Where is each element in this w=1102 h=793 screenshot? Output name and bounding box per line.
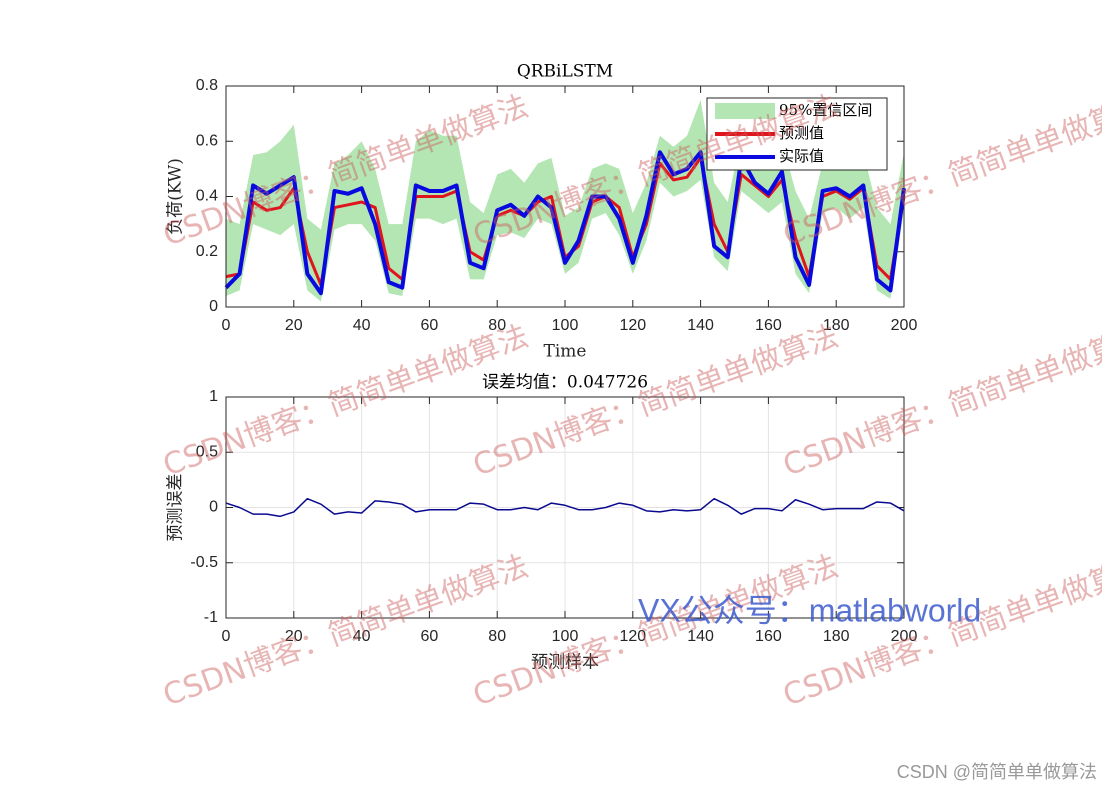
x-tick-label: 160	[755, 628, 782, 645]
x-tick-label: 40	[353, 317, 371, 334]
x-tick-label: 80	[488, 628, 506, 645]
x-tick-label: 140	[687, 317, 714, 334]
footer-credit: CSDN @简简单单做算法	[897, 762, 1097, 782]
y-tick-label: 0.8	[196, 77, 218, 94]
x-tick-label: 100	[552, 628, 579, 645]
y-tick-label: -0.5	[190, 554, 218, 571]
series-line	[224, 150, 906, 296]
x-tick-label: 0	[222, 317, 231, 334]
legend-label: 预测值	[779, 124, 824, 142]
y-tick-label: 0.5	[196, 443, 218, 460]
watermark-wechat: VX公众号：matlabworld	[638, 592, 981, 628]
y-tick-label: 0.2	[196, 243, 218, 260]
legend-label: 95%置信区间	[779, 101, 872, 119]
y-tick-label: 0	[209, 298, 218, 315]
axes-box	[225, 396, 905, 619]
x-tick-label: 0	[222, 628, 231, 645]
series-line	[225, 497, 905, 518]
chart-title: 误差均值：0.047726	[482, 373, 648, 393]
y-tick-label: -1	[204, 609, 218, 626]
confidence-band	[226, 99, 904, 302]
y-tick-label: 0.6	[196, 132, 218, 149]
x-tick-label: 20	[285, 317, 303, 334]
x-tick-label: 120	[619, 628, 646, 645]
legend-label: 实际值	[779, 147, 824, 165]
x-tick-label: 20	[285, 628, 303, 645]
x-tick-label: 180	[823, 317, 850, 334]
x-tick-label: 60	[421, 317, 439, 334]
x-tick-label: 100	[552, 317, 579, 334]
y-axis-label: 负荷(KW)	[166, 158, 186, 235]
x-tick-label: 200	[891, 317, 918, 334]
x-tick-label: 160	[755, 317, 782, 334]
x-tick-label: 180	[823, 628, 850, 645]
x-tick-label: 60	[421, 628, 439, 645]
y-tick-label: 0.4	[196, 188, 218, 205]
legend-swatch	[715, 103, 775, 119]
x-tick-label: 80	[488, 317, 506, 334]
y-axis-label: 预测误差	[166, 474, 186, 542]
x-tick-label: 120	[619, 317, 646, 334]
y-tick-label: 0	[209, 499, 218, 516]
x-axis-label: Time	[544, 342, 587, 362]
axes-box	[225, 85, 905, 308]
x-tick-label: 40	[353, 628, 371, 645]
chart-title: QRBiLSTM	[517, 62, 613, 82]
x-axis-label: 预测样本	[531, 653, 599, 673]
x-tick-label: 200	[891, 628, 918, 645]
x-tick-label: 140	[687, 628, 714, 645]
y-tick-label: 1	[209, 388, 218, 405]
